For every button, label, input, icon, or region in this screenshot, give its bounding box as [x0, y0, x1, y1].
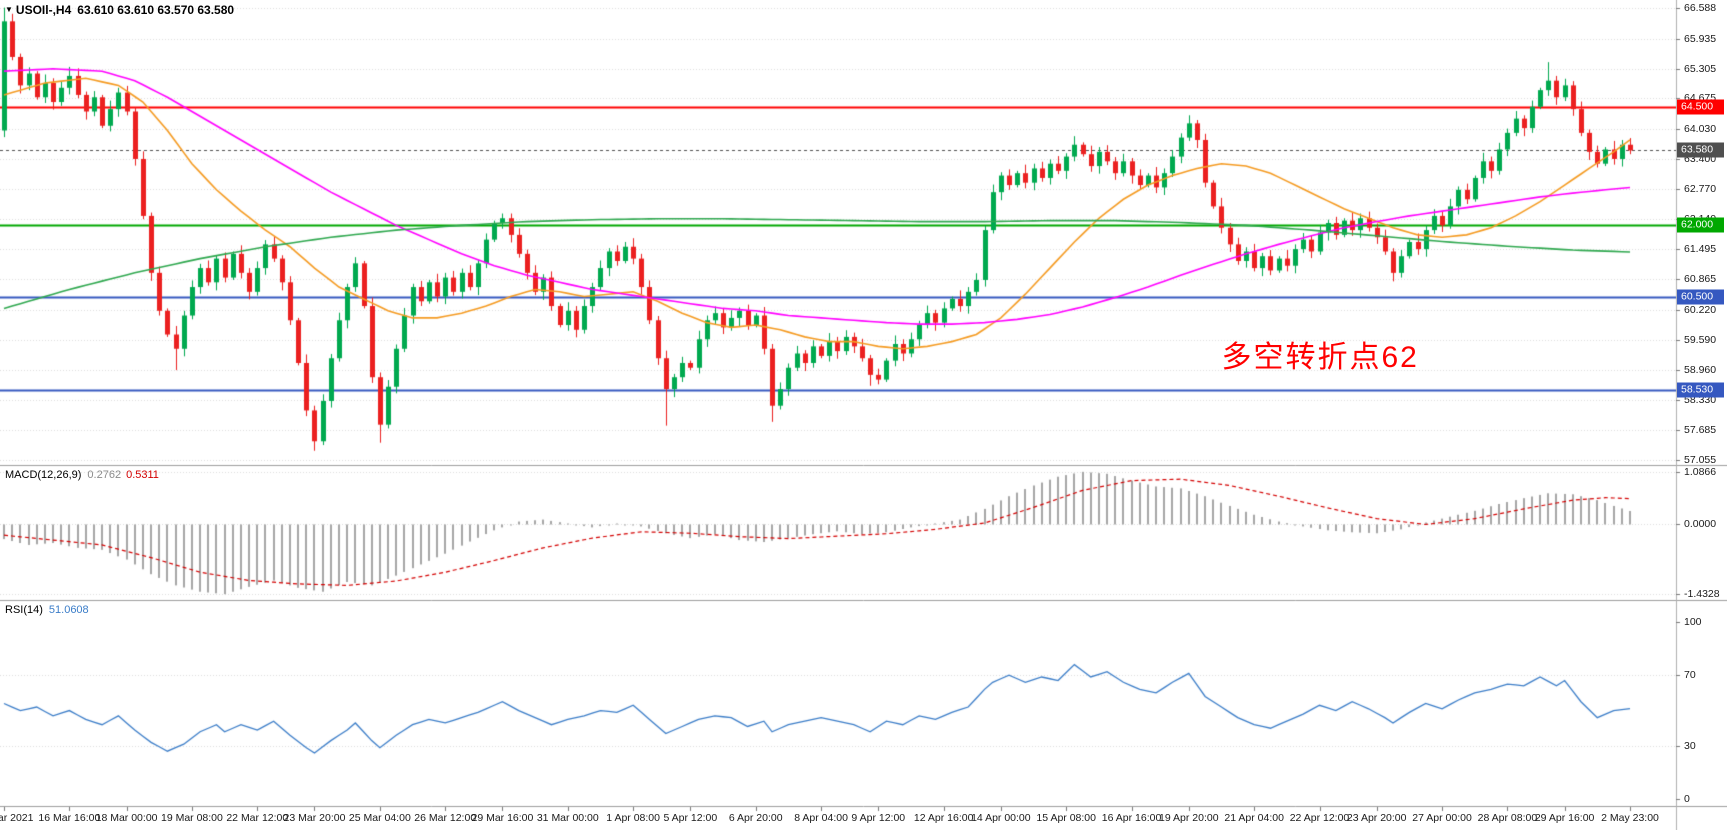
macd-indicator-label: MACD(12,26,9) 0.2762 0.5311 — [5, 469, 159, 481]
price-axis-tick: 60.220 — [1684, 303, 1717, 316]
symbol-period-label: USOIl-,H4 — [15, 3, 72, 17]
rsi-value: 51.0608 — [48, 604, 89, 616]
price-axis-tick: 57.685 — [1684, 424, 1717, 437]
price-level-tag[interactable]: 60.500 — [1677, 289, 1724, 305]
time-axis-label: 5 Apr 12:00 — [663, 812, 718, 824]
time-axis-label: 15 Mar 2021 — [0, 812, 34, 824]
bid-price-tag: 63.580 — [1677, 142, 1724, 158]
time-axis-label: 8 Apr 04:00 — [794, 812, 848, 824]
price-level-tag[interactable]: 58.530 — [1677, 382, 1724, 398]
ohlc-values: 63.610 63.610 63.570 63.580 — [77, 3, 235, 17]
macd-signal-value: 0.5311 — [126, 469, 159, 481]
rsi-indicator-label: RSI(14) 51.0608 — [5, 604, 89, 616]
time-axis-label: 22 Apr 12:00 — [1289, 812, 1350, 824]
price-axis-tick: 65.935 — [1684, 32, 1717, 45]
rsi-name: RSI(14) — [5, 604, 43, 616]
time-axis-label: 16 Apr 16:00 — [1101, 812, 1162, 824]
time-axis-label: 27 Apr 00:00 — [1412, 812, 1472, 824]
symbol-info-bar: ▼ USOIl-,H4 63.610 63.610 63.570 63.580 — [5, 3, 234, 17]
price-axis-tick: 64.030 — [1684, 123, 1717, 136]
time-axis-label: 12 Apr 16:00 — [913, 812, 974, 824]
time-axis-label: 18 Mar 00:00 — [95, 812, 158, 824]
macd-name: MACD(12,26,9) — [5, 469, 82, 481]
time-axis-label: 26 Mar 12:00 — [414, 812, 477, 824]
macd-axis-tick: -1.4328 — [1684, 588, 1720, 601]
time-axis-label: 1 Apr 08:00 — [606, 812, 660, 824]
time-axis-label: 28 Apr 08:00 — [1477, 812, 1538, 824]
price-axis-tick: 65.305 — [1684, 62, 1717, 75]
time-axis-label: 23 Apr 20:00 — [1346, 812, 1407, 824]
rsi-axis-tick: 30 — [1684, 739, 1696, 752]
macd-axis-tick: 1.0866 — [1684, 465, 1717, 478]
time-axis-label: 21 Apr 04:00 — [1224, 812, 1284, 824]
price-level-tag[interactable]: 62.000 — [1677, 217, 1724, 233]
time-axis-label: 16 Mar 16:00 — [38, 812, 101, 824]
time-axis-label: 31 Mar 00:00 — [536, 812, 599, 824]
price-axis-tick: 57.055 — [1684, 454, 1717, 467]
time-axis-label: 19 Mar 08:00 — [160, 812, 223, 824]
price-axis-tick: 60.865 — [1684, 273, 1717, 286]
time-axis-label: 19 Apr 20:00 — [1158, 812, 1219, 824]
dropdown-arrow-icon[interactable]: ▼ — [5, 5, 13, 14]
time-axis-label: 29 Mar 16:00 — [471, 812, 534, 824]
time-axis-label: 2 May 23:00 — [1601, 812, 1659, 824]
price-axis-tick: 66.588 — [1684, 1, 1717, 14]
rsi-axis-tick: 100 — [1684, 616, 1702, 629]
time-axis-label: 25 Mar 04:00 — [348, 812, 411, 824]
annotation-text: 多空转折点62 — [1221, 341, 1419, 375]
time-axis-label: 15 Apr 08:00 — [1036, 812, 1096, 824]
price-axis-tick: 59.590 — [1684, 333, 1717, 346]
price-axis-tick: 62.770 — [1684, 182, 1717, 195]
macd-axis-tick: 0.0000 — [1684, 518, 1717, 531]
rsi-axis-tick: 70 — [1684, 669, 1696, 682]
time-axis-label: 23 Mar 20:00 — [283, 812, 346, 824]
price-level-tag[interactable]: 64.500 — [1677, 99, 1724, 115]
price-axis-tick: 61.495 — [1684, 243, 1717, 256]
macd-main-value: 0.2762 — [87, 469, 122, 481]
time-axis-label: 29 Apr 16:00 — [1534, 812, 1595, 824]
time-axis-label: 9 Apr 12:00 — [851, 812, 906, 824]
time-axis-label: 22 Mar 12:00 — [226, 812, 289, 824]
price-axis-tick: 58.960 — [1684, 363, 1717, 376]
rsi-axis-tick: 0 — [1684, 792, 1690, 805]
time-axis-label: 6 Apr 20:00 — [728, 812, 783, 824]
time-axis-label: 14 Apr 00:00 — [971, 812, 1031, 824]
